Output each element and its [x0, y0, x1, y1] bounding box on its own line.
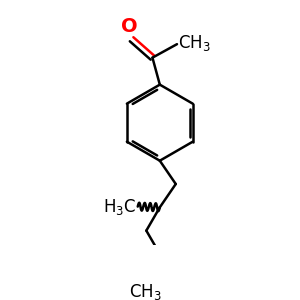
Text: CH$_3$: CH$_3$ [178, 33, 211, 53]
Text: CH$_3$: CH$_3$ [129, 282, 161, 300]
Text: H$_3$C: H$_3$C [103, 196, 136, 217]
Text: O: O [121, 16, 137, 36]
